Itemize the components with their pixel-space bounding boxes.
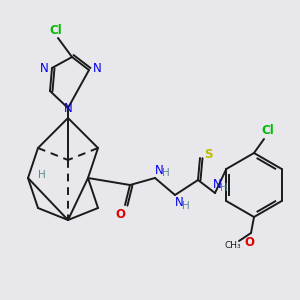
Text: S: S	[204, 148, 212, 161]
Text: N: N	[154, 164, 164, 176]
Text: O: O	[244, 236, 254, 248]
Text: H: H	[162, 168, 170, 178]
Text: Cl: Cl	[262, 124, 275, 137]
Text: O: O	[115, 208, 125, 220]
Text: CH₃: CH₃	[225, 242, 241, 250]
Text: N: N	[175, 196, 183, 209]
Text: N: N	[213, 178, 221, 191]
Text: N: N	[40, 61, 48, 74]
Text: N: N	[93, 62, 101, 76]
Text: H: H	[220, 183, 228, 193]
Text: Cl: Cl	[50, 23, 62, 37]
Text: N: N	[64, 101, 72, 115]
Text: H: H	[38, 170, 46, 180]
Text: H: H	[182, 201, 190, 211]
